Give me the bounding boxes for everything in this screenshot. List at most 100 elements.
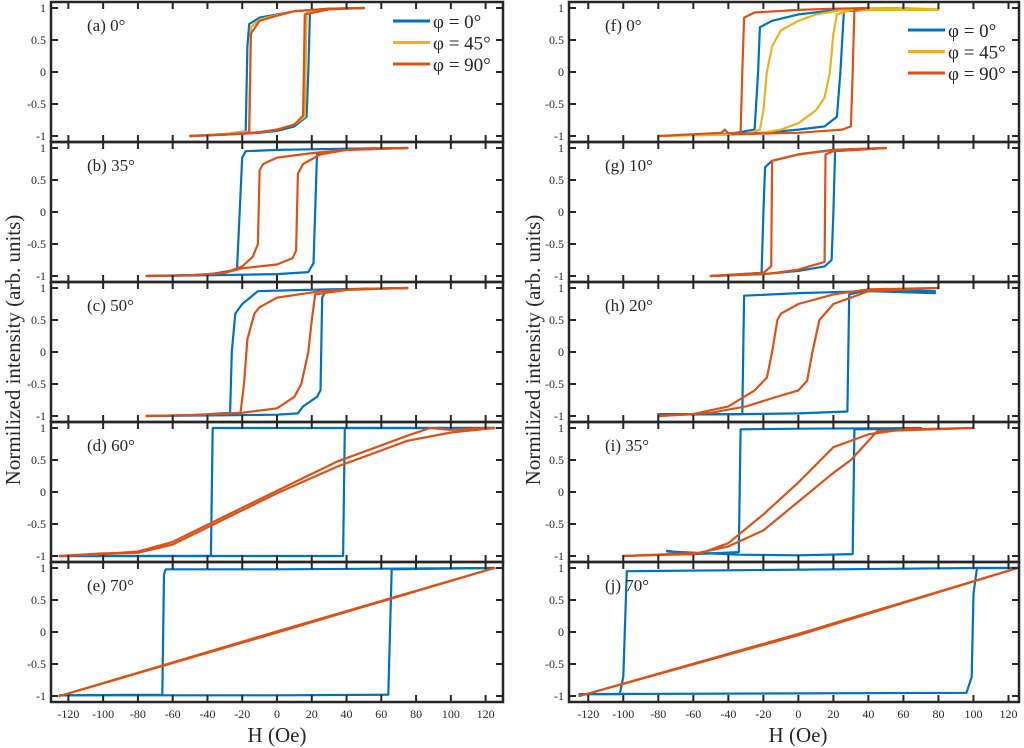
y-tick-label: 0 [40,485,46,499]
curve-phi90-up [622,426,975,558]
y-tick-label: 0 [558,625,564,639]
y-tick-label: -1 [36,409,46,423]
x-tick-label: 120 [999,707,1017,721]
y-tick-label: -0.5 [545,377,564,391]
x-tick-label: -20 [755,707,771,721]
panel-j [578,566,1019,698]
y-tick-label: 0 [40,205,46,219]
x-tick-label: -100 [612,707,634,721]
axes-panel-d: 1 0.5 0 -0.5 -1 (d) 60° [27,420,505,564]
y-tick-label: -1 [36,129,46,143]
panel-c [145,286,409,418]
x-tick-label: -120 [57,707,79,721]
x-tick-label: 60 [375,707,387,721]
y-tick-label: 0.5 [549,313,564,327]
axes-panel-b: 1 0.5 0 -0.5 -1 (b) 35° [27,140,505,284]
y-tick-label: 0 [40,65,46,79]
panel-a [189,6,365,138]
curve-phi90-up [145,146,409,278]
panel-i [622,426,975,558]
y-tick-label: 1 [558,421,564,435]
curve-phi90-down [622,426,975,558]
y-tick-label: -1 [554,129,564,143]
y-tick-label: 0 [558,485,564,499]
y-axis-label-right: Normilized intensity (arb. units) [521,215,545,486]
x-tick-label: -80 [130,707,146,721]
panel-label: (b) 35° [87,156,135,175]
y-tick-label: -0.5 [545,517,564,531]
x-tick-label: 40 [341,707,353,721]
curve-phi90-down [709,146,887,278]
y-tick-label: 1 [558,1,564,15]
legend-label-phi90: φ = 90° [433,55,491,76]
curve-phi45-up [189,6,365,138]
y-tick-label: -0.5 [27,657,46,671]
curve-phi90-up [58,426,496,558]
y-tick-label: 0.5 [549,173,564,187]
y-tick-label: 0.5 [31,313,46,327]
curve-phi0-up [145,146,409,278]
curve-phi0-up [145,286,409,418]
legend-label-phi0: φ = 0° [948,21,996,42]
curve-phi0-down [657,290,937,416]
curve-phi90-up [189,6,365,138]
y-tick-label: 0 [40,345,46,359]
x-tick-label: 0 [274,707,280,721]
x-tick-label: 80 [932,707,944,721]
curve-phi0-up [692,6,905,136]
panel-label: (j) 70° [605,576,649,595]
curve-phi90-down [189,6,365,138]
legend: φ = 0°φ = 45°φ = 90° [908,21,1006,85]
y-tick-label: 1 [40,281,46,295]
x-tick-label: 60 [897,707,909,721]
x-tick-label: 100 [964,707,982,721]
y-tick-label: 0 [40,625,46,639]
axes-panel-g: 1 0.5 0 -0.5 -1 (g) 10° [545,140,1021,284]
x-axis-label-left: H (Oe) [248,723,307,747]
curves-layer [58,6,1019,698]
axes-panel-j: -120 -100 -80 -60 -40 -20 0 20 40 60 80 100 120 1 0.5 0… [545,560,1021,721]
curve-phi90-up [709,146,887,278]
y-tick-label: -1 [554,409,564,423]
y-tick-label: -1 [36,689,46,703]
y-tick-label: -0.5 [545,657,564,671]
y-tick-label: -0.5 [27,97,46,111]
x-tick-label: -80 [650,707,666,721]
panel-label: (f) 0° [605,16,642,35]
x-tick-label: -100 [92,707,114,721]
x-tick-label: -20 [234,707,250,721]
x-tick-label: 100 [442,707,460,721]
x-tick-label: -60 [165,707,181,721]
curve-phi90-up [578,566,1019,698]
x-tick-label: 120 [477,707,495,721]
panel-label: (a) 0° [87,16,125,35]
panel-label: (e) 70° [87,576,134,595]
panel-g [709,146,887,278]
panel-h [657,286,940,418]
y-axis-label-left: Normilized intensity (arb. units) [1,215,25,486]
y-tick-label: -1 [36,269,46,283]
panel-label: (g) 10° [605,156,653,175]
axes-panel-f: 1 0.5 0 -0.5 -1 (f) 0° φ = 0°φ = 45°φ = 90° [545,0,1021,144]
curve-phi90-down [145,286,409,418]
panel-label: (i) 35° [605,436,649,455]
curve-phi0-down [145,146,409,278]
axes-panel-c: 1 0.5 0 -0.5 -1 (c) 50° [27,280,505,424]
y-tick-label: -1 [554,269,564,283]
y-tick-label: 0.5 [31,453,46,467]
x-tick-label: 80 [410,707,422,721]
curve-phi0-down [145,286,409,418]
curve-phi0-up [58,566,496,697]
x-tick-label: -60 [685,707,701,721]
legend: φ = 0°φ = 45°φ = 90° [393,12,491,76]
curve-phi0-up [666,427,922,557]
x-tick-label: -40 [720,707,736,721]
panel-label: (h) 20° [605,296,653,315]
axes-panel-i: 1 0.5 0 -0.5 -1 (i) 35° [545,420,1021,564]
curve-phi0-up [709,146,887,278]
y-tick-label: 1 [558,561,564,575]
curve-phi90-down [657,286,940,418]
panel-f [657,6,940,138]
y-tick-label: 0.5 [549,453,564,467]
curve-phi0-down [692,6,905,136]
